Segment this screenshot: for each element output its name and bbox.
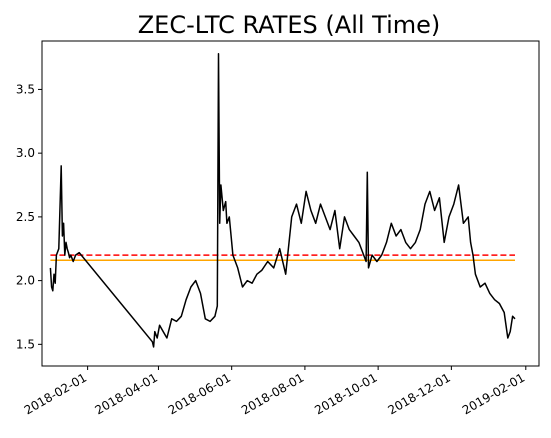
rate-series-line bbox=[49, 52, 516, 348]
x-axis: 2018-02-01 2018-04-01 2018-06-01 2018-08-01… bbox=[22, 366, 527, 417]
y-tick-label: 2.0 bbox=[16, 274, 35, 288]
chart-title: ZEC-LTC RATES (All Time) bbox=[138, 11, 441, 39]
x-tick-label: 2018-04-01 bbox=[93, 370, 160, 417]
y-tick-label: 3.0 bbox=[16, 146, 35, 160]
y-tick-label: 2.5 bbox=[16, 210, 35, 224]
x-tick-label: 2018-02-01 bbox=[22, 370, 89, 417]
plot-frame bbox=[41, 40, 540, 367]
y-axis: 1.5 2.0 2.5 3.0 3.5 bbox=[16, 82, 42, 351]
plot-lines bbox=[49, 52, 516, 348]
y-tick-label: 3.5 bbox=[16, 82, 35, 96]
y-tick-label: 1.5 bbox=[16, 337, 35, 351]
x-tick-label: 2019-02-01 bbox=[460, 370, 527, 417]
x-tick-label: 2018-06-01 bbox=[166, 370, 233, 417]
x-tick-label: 2018-08-01 bbox=[239, 370, 306, 417]
x-tick-label: 2018-12-01 bbox=[385, 370, 452, 417]
x-tick-label: 2018-10-01 bbox=[312, 370, 379, 417]
